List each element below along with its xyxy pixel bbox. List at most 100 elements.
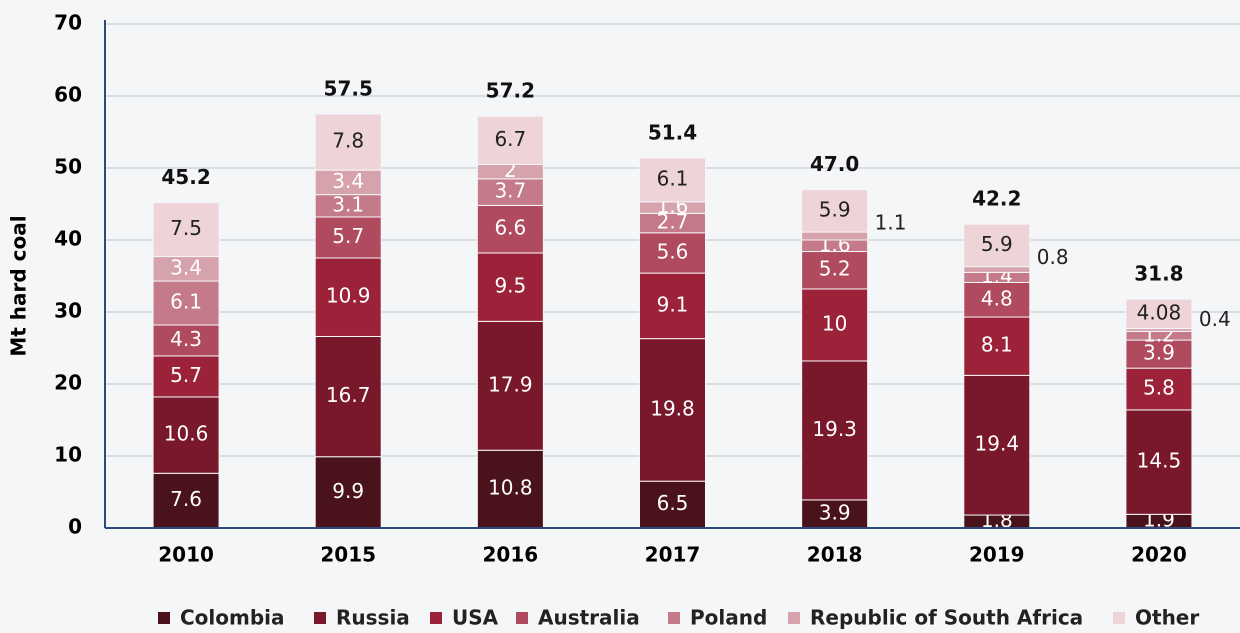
data-label: 7.6 (170, 487, 202, 511)
legend-label: USA (452, 606, 499, 630)
data-label: 5.9 (819, 197, 851, 221)
bar-segment (639, 157, 706, 203)
bar-segment (476, 252, 544, 322)
total-label: 47.0 (810, 152, 859, 176)
bar-segment (639, 338, 706, 482)
data-label: 3.4 (170, 255, 202, 279)
data-label: 4.08 (1137, 300, 1182, 324)
bar-segment (1125, 409, 1193, 515)
data-label: 8.1 (981, 333, 1013, 357)
data-label: 5.7 (332, 224, 364, 248)
y-tick-label: 70 (54, 11, 82, 35)
legend-label: Republic of South Africa (810, 606, 1083, 630)
legend-swatch (430, 612, 442, 624)
x-tick-label: 2020 (1131, 543, 1187, 567)
data-label: 9.1 (657, 292, 689, 316)
data-label: 0.4 (1199, 307, 1231, 331)
bar-segment (314, 257, 382, 337)
bar-segment (314, 216, 382, 259)
bar-segment (314, 456, 382, 529)
data-label: 6.6 (494, 216, 526, 240)
bar-segment (476, 320, 544, 451)
data-label: 10.6 (164, 422, 209, 446)
x-tick-label: 2019 (969, 543, 1025, 567)
bar-segment (639, 232, 706, 274)
bar-segment (963, 374, 1031, 516)
bar-segment (963, 223, 1031, 268)
data-label: 19.8 (650, 396, 695, 420)
data-label: 5.7 (170, 363, 202, 387)
data-label: 5.6 (657, 239, 689, 263)
bar-segment (639, 272, 706, 340)
bar-segment (1125, 298, 1193, 330)
bar-segment (314, 335, 382, 458)
bar-segment (152, 472, 220, 529)
y-tick-label: 20 (54, 371, 82, 395)
total-label: 57.2 (486, 79, 535, 103)
data-label: 10.9 (326, 284, 371, 308)
y-tick-label: 0 (68, 515, 82, 539)
bar-segment (314, 113, 382, 171)
x-tick-label: 2018 (807, 543, 863, 567)
bar-segment (963, 281, 1031, 318)
bar-segment (152, 396, 220, 474)
bar-segment (963, 266, 1031, 273)
data-label: 6.5 (657, 491, 689, 515)
legend-swatch (516, 612, 528, 624)
y-tick-label: 30 (54, 299, 82, 323)
data-label: 5.9 (981, 232, 1013, 256)
total-label: 31.8 (1134, 262, 1183, 286)
bar-segment (801, 189, 869, 233)
total-label: 51.4 (648, 120, 697, 144)
legend-label: Colombia (180, 606, 285, 630)
bar-segment (801, 288, 869, 362)
data-label: 5.8 (1143, 376, 1175, 400)
data-label: 10.8 (488, 476, 533, 500)
legend-label: Australia (538, 606, 640, 630)
data-label: 14.5 (1137, 449, 1182, 473)
data-label: 17.9 (488, 372, 533, 396)
legend-swatch (668, 612, 680, 624)
data-label: 7.5 (170, 216, 202, 240)
y-tick-label: 50 (54, 155, 82, 179)
total-label: 42.2 (972, 187, 1021, 211)
total-label: 57.5 (324, 77, 373, 101)
data-label: 6.7 (494, 127, 526, 151)
bar-segment (152, 355, 220, 398)
data-label: 9.5 (494, 274, 526, 298)
bar-segment (476, 115, 544, 165)
data-label: 19.4 (975, 432, 1020, 456)
legend-swatch (788, 612, 800, 624)
bar-segment (152, 202, 220, 258)
legend-swatch (158, 612, 170, 624)
bar-segment (801, 231, 869, 241)
data-label: 3.9 (819, 500, 851, 524)
x-tick-label: 2016 (483, 543, 539, 567)
data-label: 3.7 (494, 179, 526, 203)
data-label: 9.9 (332, 479, 364, 503)
legend-swatch (314, 612, 326, 624)
data-label: 6.1 (657, 166, 689, 190)
data-label: 1.1 (875, 211, 907, 235)
legend-label: Poland (690, 606, 767, 630)
bar-segment (801, 499, 869, 529)
data-label: 16.7 (326, 383, 371, 407)
data-label: 19.3 (812, 417, 857, 441)
total-label: 45.2 (161, 165, 210, 189)
x-tick-label: 2015 (320, 543, 376, 567)
data-label: 5.2 (819, 257, 851, 281)
data-label: 3.9 (1143, 341, 1175, 365)
data-label: 6.1 (170, 290, 202, 314)
y-tick-label: 40 (54, 227, 82, 251)
data-label: 4.8 (981, 286, 1013, 310)
data-label: 0.8 (1037, 245, 1069, 269)
data-label: 7.8 (332, 129, 364, 153)
data-label: 3.1 (332, 192, 364, 216)
data-label: 3.4 (332, 169, 364, 193)
legend-label: Russia (336, 606, 410, 630)
y-tick-label: 60 (54, 83, 82, 107)
data-label: 4.3 (170, 327, 202, 351)
data-label: 10 (822, 311, 847, 335)
legend-label: Other (1135, 606, 1199, 630)
